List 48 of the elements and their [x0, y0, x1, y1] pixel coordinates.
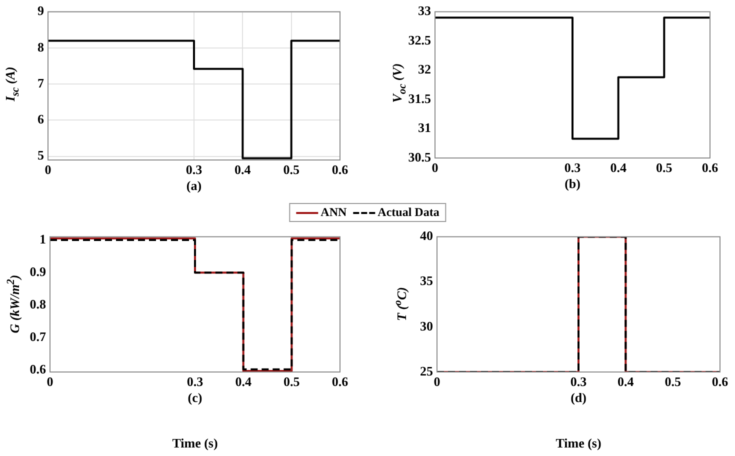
x-tick-label: 0: [432, 160, 438, 176]
x-tick-label: 0.3: [564, 160, 582, 176]
legend-label: Actual Data: [378, 205, 440, 219]
y-tick-label: 40: [420, 228, 433, 244]
x-tick-label: 0.4: [235, 374, 252, 390]
x-axis-title: Time (s): [172, 436, 218, 451]
x-tick-label: 0.4: [610, 160, 627, 176]
x-tick-label: 0.6: [332, 162, 349, 178]
x-tick-label: 0: [44, 162, 52, 178]
text: (d): [570, 390, 586, 405]
text: (c): [188, 390, 202, 405]
y-tick-label: 31.5: [408, 90, 432, 106]
x-tick-label: 0.6: [332, 374, 349, 390]
x-tick-label: 0.4: [234, 162, 252, 178]
y-tick-label: 33: [418, 3, 432, 18]
y-tick-label: 5: [38, 148, 44, 163]
y-tick-label: 35: [420, 273, 434, 288]
y-tick-label: 7: [38, 75, 44, 90]
x-tick-label: 0.6: [712, 374, 729, 390]
y-tick-label: 32: [418, 62, 431, 77]
y-tick-label: 30.5: [408, 149, 432, 164]
text: (a): [186, 178, 202, 193]
x-tick-label: 0.3: [186, 162, 203, 178]
y-tick-label: 0.9: [30, 264, 46, 279]
x-tick-label: 0.3: [186, 374, 204, 390]
x-tick-label: 0: [434, 374, 440, 390]
y-tick-label: 0.6: [30, 362, 46, 377]
y-tick-label: 9: [38, 3, 44, 18]
y-tick-label: 31: [418, 120, 431, 136]
x-tick-label: 0: [46, 374, 54, 390]
x-tick-label: 0.6: [702, 160, 719, 176]
y-tick-label: 0.7: [30, 329, 46, 344]
y-tick-label: 8: [38, 39, 44, 54]
x-tick-label: 0.5: [284, 374, 300, 390]
y-tick-label: 25: [420, 363, 434, 378]
text: (b): [564, 176, 580, 191]
y-tick-label: 30: [420, 318, 433, 334]
x-tick-label: 0.5: [664, 374, 682, 390]
x-tick-label: 0.3: [570, 374, 588, 390]
x-axis-title: Time (s): [556, 436, 602, 451]
y-tick-label: 32.5: [408, 32, 432, 48]
x-tick-label: 0.4: [618, 374, 634, 390]
y-tick-label: 1: [40, 231, 46, 246]
legend-label: ANN: [320, 205, 347, 219]
x-tick-label: 0.5: [283, 162, 300, 178]
x-tick-label: 0.5: [656, 160, 673, 176]
y-tick-label: 6: [38, 112, 44, 127]
y-tick-label: 0.8: [30, 296, 46, 312]
